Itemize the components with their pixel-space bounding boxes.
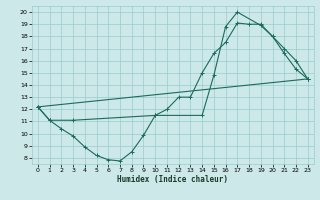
X-axis label: Humidex (Indice chaleur): Humidex (Indice chaleur)	[117, 175, 228, 184]
